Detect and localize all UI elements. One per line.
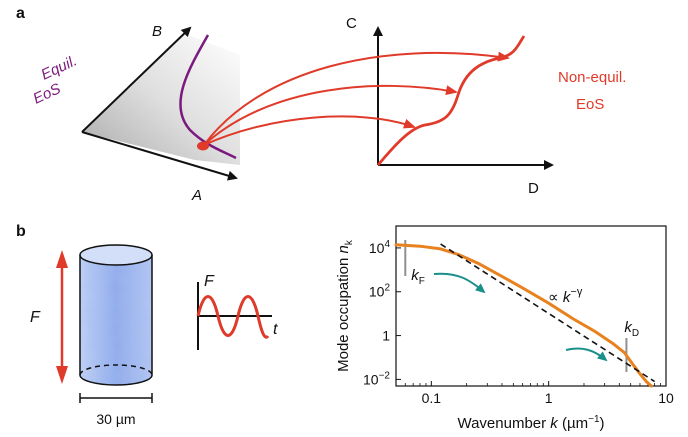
scale-bar-label: 30 µm: [96, 411, 135, 427]
drive-sine-wave: [196, 295, 270, 339]
force-arrow-head-up: [56, 250, 68, 268]
axis-d-label: D: [528, 180, 539, 197]
fit-label: ∝ k−γ: [548, 286, 583, 306]
y-axis-label: Mode occupation nk: [335, 239, 355, 372]
y-tick-label: 102: [369, 283, 391, 300]
panel-a-label: a: [16, 5, 25, 22]
mapping-arrow-top: [203, 51, 510, 146]
drive-force-label: F: [204, 273, 215, 290]
x-tick-label: 10: [658, 390, 674, 406]
force-arrow-head-down: [56, 366, 68, 384]
nonequil-label-line1: Non-equil.: [558, 69, 626, 86]
occupation-spectrum-chart: 0.1 1 10 10−2 1 102 104 kF kD ∝ k−γ Wavenumber k…: [335, 225, 674, 432]
marker-k_F-label: kF: [411, 267, 425, 287]
mapping-arrow-bottom: [203, 115, 416, 146]
x-tick-label: 0.1: [422, 390, 442, 406]
cloud-cylinder: [79, 244, 153, 386]
x-axis-label: Wavenumber k (µm−1): [457, 414, 604, 432]
y-tick-label: 104: [369, 239, 391, 256]
y-tick-label: 10−2: [363, 370, 390, 387]
power-law-fit-line: [440, 243, 656, 383]
state-point: [197, 141, 209, 151]
marker-k_D-label: kD: [624, 319, 639, 339]
mapping-arrow-middle: [203, 84, 458, 146]
y-tick-label: 1: [382, 328, 390, 344]
nonequil-label-line2: EoS: [576, 96, 604, 113]
equilibrium-surface: [82, 34, 240, 165]
equil-label-line2: EoS: [31, 80, 64, 107]
axis-a-arrow: [81, 131, 238, 181]
teal-arrow-upper: [433, 272, 486, 294]
equilibrium-eos-curve: [179, 34, 237, 160]
panel-b-label: b: [16, 223, 26, 240]
series-line-0: [394, 243, 653, 388]
axis-b-arrow: [81, 26, 192, 133]
drive-time-label: t: [273, 321, 278, 338]
nonequilibrium-eos-curve: [376, 35, 526, 166]
chart-frame: [395, 225, 667, 387]
equil-label-line1: Equil.: [39, 52, 80, 83]
force-label: F: [30, 309, 41, 326]
teal-arrow-lower: [565, 347, 608, 362]
axis-b-label: B: [152, 23, 162, 40]
axis-a-label: A: [191, 187, 202, 204]
axis-c-label: C: [346, 15, 357, 32]
x-tick-label: 1: [545, 390, 553, 406]
